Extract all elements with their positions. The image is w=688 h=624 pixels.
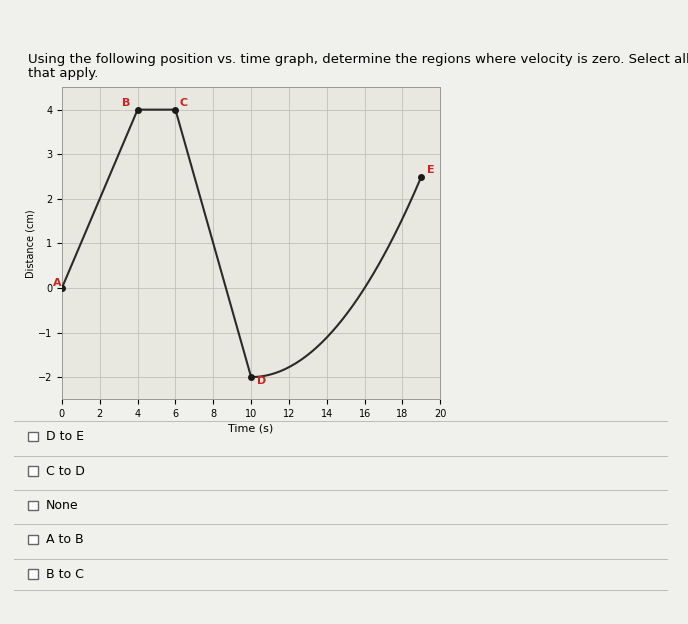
Text: B to C: B to C: [46, 568, 84, 580]
Text: Using the following position vs. time graph, determine the regions where velocit: Using the following position vs. time gr…: [28, 53, 688, 66]
Text: A to B: A to B: [46, 534, 84, 546]
Text: C to D: C to D: [46, 465, 85, 477]
Text: that apply.: that apply.: [28, 67, 98, 80]
Text: D to E: D to E: [46, 431, 84, 443]
Text: C: C: [179, 98, 187, 108]
Text: None: None: [46, 499, 78, 512]
Y-axis label: Distance (cm): Distance (cm): [25, 209, 35, 278]
Text: A: A: [52, 278, 61, 288]
Text: D: D: [257, 376, 266, 386]
X-axis label: Time (s): Time (s): [228, 423, 274, 433]
Text: B: B: [122, 98, 131, 108]
Text: E: E: [427, 165, 435, 175]
